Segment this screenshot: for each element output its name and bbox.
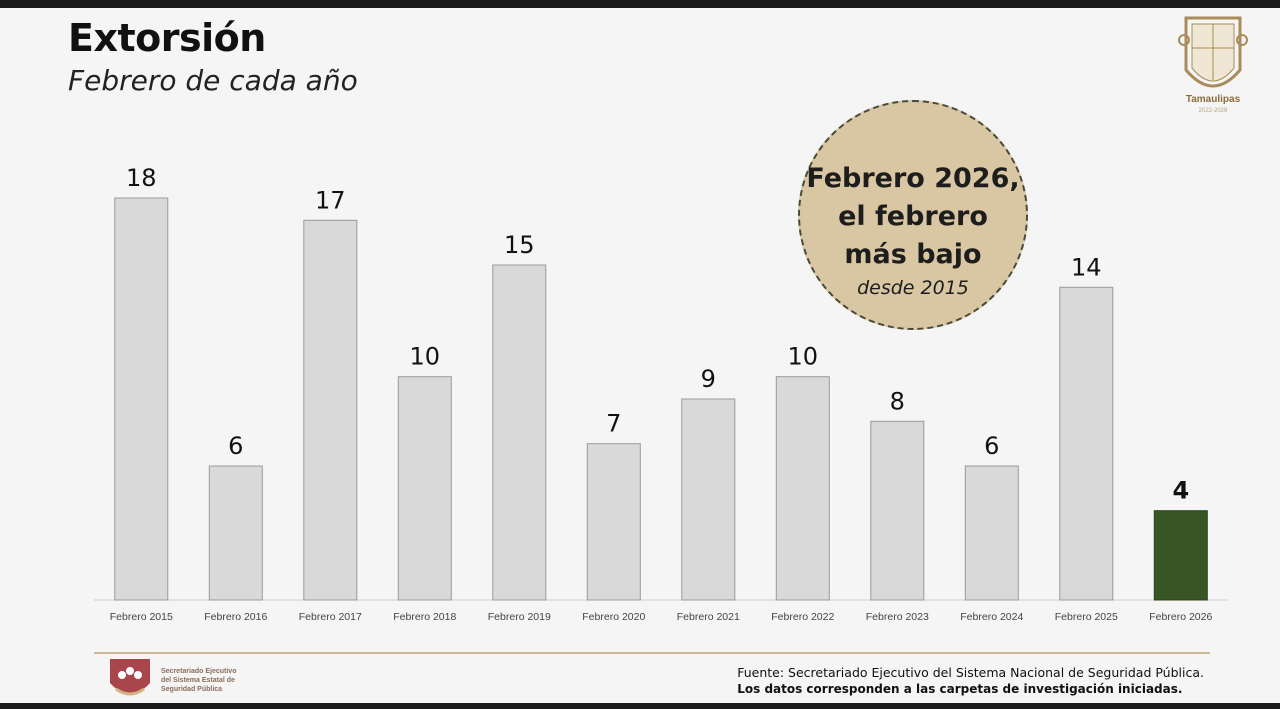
x-tick-label-3: Febrero 2018 bbox=[393, 611, 456, 623]
footer-divider bbox=[94, 652, 1210, 654]
tamaulipas-coat-of-arms-icon bbox=[1178, 16, 1248, 88]
x-tick-label-4: Febrero 2019 bbox=[488, 611, 551, 623]
chart-subtitle: Febrero de cada año bbox=[68, 64, 358, 97]
data-label-6: 9 bbox=[701, 365, 716, 393]
data-label-1: 6 bbox=[228, 432, 243, 460]
bar-11 bbox=[1153, 510, 1208, 601]
x-tick-label-10: Febrero 2025 bbox=[1055, 611, 1118, 623]
footer-org-line-3: Seguridad Pública bbox=[161, 686, 223, 693]
bar-1 bbox=[208, 465, 263, 601]
source-text: Fuente: Secretariado Ejecutivo del Siste… bbox=[737, 665, 1204, 680]
source-note: Los datos corresponden a las carpetas de… bbox=[737, 682, 1183, 696]
badge-line-4: desde 2015 bbox=[857, 277, 969, 299]
chart-title: Extorsión bbox=[68, 16, 266, 60]
bar-10 bbox=[1059, 286, 1114, 601]
footer-source: Fuente: Secretariado Ejecutivo del Siste… bbox=[737, 665, 1204, 697]
data-label-9: 6 bbox=[984, 432, 999, 460]
bar-7 bbox=[775, 376, 830, 601]
secretariado-shield-icon bbox=[110, 659, 150, 696]
logo-label: Tamaulipas bbox=[1185, 94, 1241, 105]
x-tick-label-5: Febrero 2020 bbox=[582, 611, 645, 623]
x-tick-label-1: Febrero 2016 bbox=[204, 611, 267, 623]
bar-2 bbox=[303, 219, 358, 601]
data-label-4: 15 bbox=[504, 231, 535, 259]
bar-6 bbox=[681, 398, 736, 601]
x-tick-label-8: Febrero 2023 bbox=[866, 611, 929, 623]
footer-org-line-2: del Sistema Estatal de bbox=[161, 677, 235, 684]
bar-8 bbox=[870, 420, 925, 601]
bar-5 bbox=[586, 443, 641, 601]
data-label-11: 4 bbox=[1172, 477, 1189, 505]
footer-org-line-1: Secretariado Ejecutivo bbox=[161, 668, 237, 675]
x-tick-label-9: Febrero 2024 bbox=[960, 611, 1023, 623]
data-label-7: 10 bbox=[788, 343, 819, 371]
bar-4 bbox=[492, 264, 547, 601]
badge-line-2: el febrero bbox=[838, 201, 988, 232]
top-frame-bar bbox=[0, 0, 1280, 8]
data-label-2: 17 bbox=[315, 186, 346, 214]
bar-0 bbox=[114, 197, 169, 601]
badge-line-3: más bajo bbox=[844, 239, 982, 270]
badge-line-1: Febrero 2026, bbox=[806, 163, 1020, 194]
bar-3 bbox=[397, 376, 452, 601]
x-tick-label-6: Febrero 2021 bbox=[677, 611, 740, 623]
footer-organization: Secretariado Ejecutivo del Sistema Estat… bbox=[161, 667, 261, 694]
data-label-3: 10 bbox=[410, 343, 441, 371]
data-label-5: 7 bbox=[606, 410, 621, 438]
data-label-8: 8 bbox=[890, 387, 905, 415]
x-tick-label-2: Febrero 2017 bbox=[299, 611, 362, 623]
x-tick-label-11: Febrero 2026 bbox=[1149, 611, 1212, 623]
x-tick-label-7: Febrero 2022 bbox=[771, 611, 834, 623]
x-tick-label-0: Febrero 2015 bbox=[110, 611, 173, 623]
data-label-10: 14 bbox=[1071, 253, 1102, 281]
bottom-frame-bar bbox=[0, 703, 1280, 709]
bar-9 bbox=[964, 465, 1019, 601]
bar-chart: 18 Febrero 2015 6 Febrero 2016 17 Febrero 201… bbox=[94, 164, 1228, 623]
highlight-badge: Febrero 2026, el febrero más bajo desde … bbox=[798, 100, 1028, 330]
data-label-0: 18 bbox=[126, 164, 157, 192]
logo-sublabel: 2022-2028 bbox=[1198, 108, 1228, 114]
